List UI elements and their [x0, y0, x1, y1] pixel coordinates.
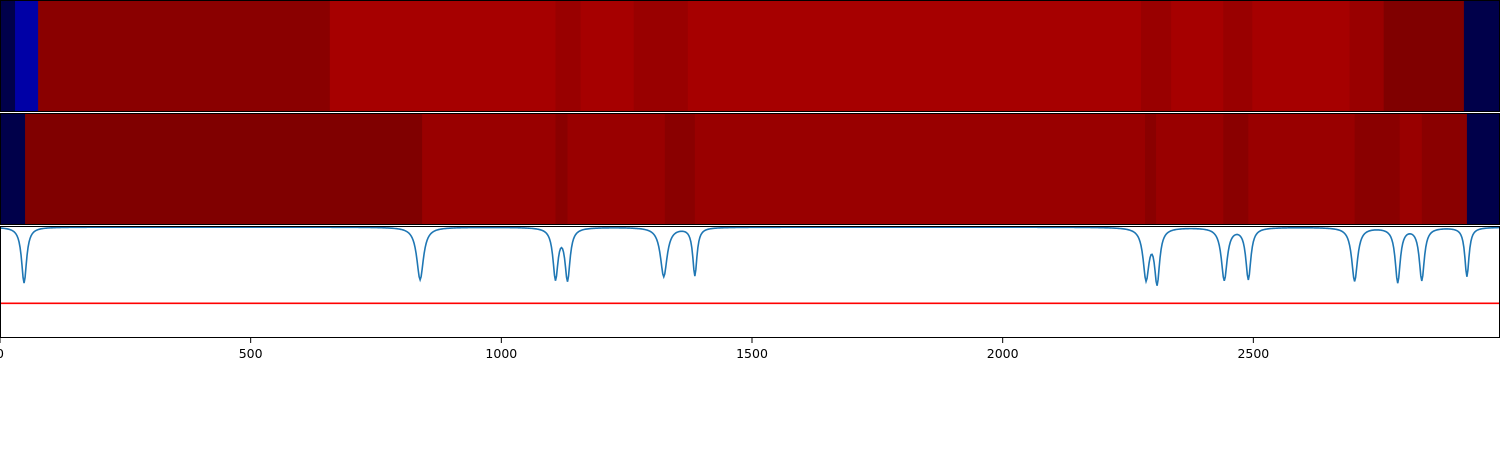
heatmap-cell-4	[555, 0, 582, 112]
heatmap-cell-10	[1223, 0, 1253, 112]
heatmap-cell-0	[0, 0, 16, 112]
heatmap-cell-8	[1141, 0, 1172, 112]
heatmap-cell-7	[687, 0, 1142, 112]
x-tick-label: 0	[0, 346, 4, 361]
heatmap-cell-12	[1349, 0, 1385, 112]
x-tick-label: 1000	[485, 346, 517, 361]
heatmap-cell-14	[1466, 113, 1500, 225]
heatmap-cell-1	[15, 0, 39, 112]
heatmap-cell-10	[1248, 113, 1356, 225]
heatmap-cell-9	[1171, 0, 1224, 112]
line-panel	[0, 226, 1500, 338]
heatmap-top	[0, 0, 1500, 112]
heatmap-cell-12	[1399, 113, 1423, 225]
heatmap-cell-0	[0, 113, 26, 225]
heatmap-cell-11	[1354, 113, 1401, 225]
x-tick-label: 500	[239, 346, 263, 361]
line-panel-frame	[0, 226, 1500, 338]
heatmap-cell-11	[1252, 0, 1351, 112]
x-tick-label: 2000	[987, 346, 1019, 361]
heatmap-cell-2	[38, 0, 331, 112]
heatmap-cell-7	[1145, 113, 1157, 225]
heatmap-cell-1	[25, 113, 423, 225]
heatmap-cell-14	[1463, 0, 1500, 112]
heatmap-cell-6	[694, 113, 1146, 225]
heatmap-cell-3	[555, 113, 569, 225]
heatmap-cell-13	[1421, 113, 1468, 225]
heatmap-cell-9	[1223, 113, 1249, 225]
heatmap-bottom	[0, 113, 1500, 225]
heatmap-cell-3	[329, 0, 556, 112]
x-tick-label: 1500	[736, 346, 768, 361]
x-tick-label: 2500	[1237, 346, 1269, 361]
heatmap-cell-6	[633, 0, 689, 112]
heatmap-cell-2	[422, 113, 556, 225]
x-axis: 0 500 1000 1500 2000 2500	[0, 338, 1269, 361]
heatmap-cell-5	[580, 0, 635, 112]
series-line	[0, 226, 1499, 286]
heatmap-cell-4	[567, 113, 666, 225]
heatmap-cell-5	[664, 113, 696, 225]
heatmap-cell-8	[1156, 113, 1224, 225]
heatmap-cell-13	[1383, 0, 1465, 112]
